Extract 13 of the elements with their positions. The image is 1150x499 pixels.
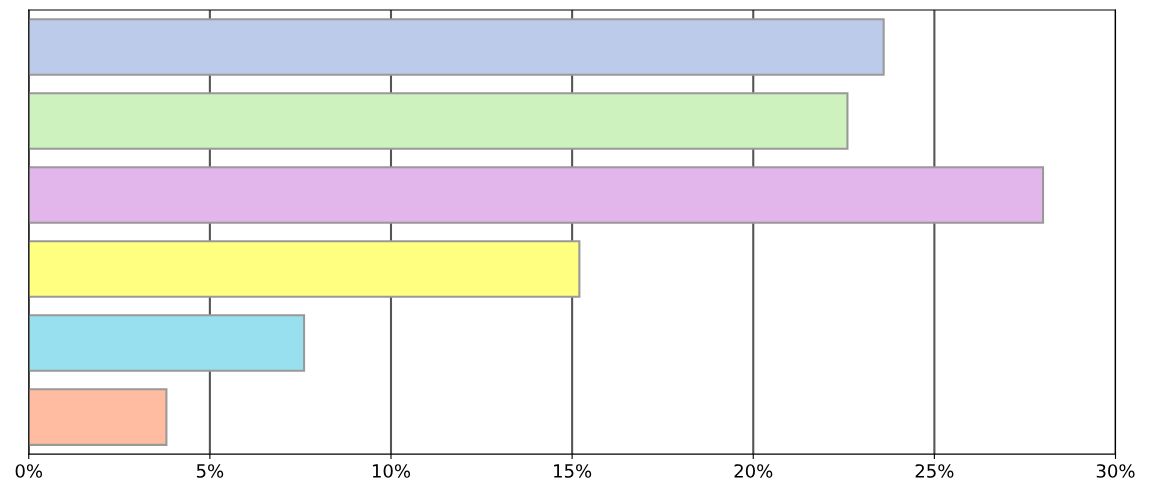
x-tick-label: 25%: [915, 464, 954, 478]
bar: [28, 166, 1045, 224]
x-tick-label: 30%: [1096, 464, 1135, 478]
bar: [28, 388, 168, 446]
x-tick-label: 20%: [734, 464, 773, 478]
x-tick-label: 0%: [15, 464, 43, 478]
bar: [28, 314, 306, 372]
bar: [28, 18, 885, 76]
x-tick-label: 5%: [196, 464, 224, 478]
x-tick-label: 10%: [372, 464, 411, 478]
bar: [28, 92, 849, 150]
bar: [28, 240, 581, 298]
x-tick-label: 15%: [554, 464, 592, 478]
